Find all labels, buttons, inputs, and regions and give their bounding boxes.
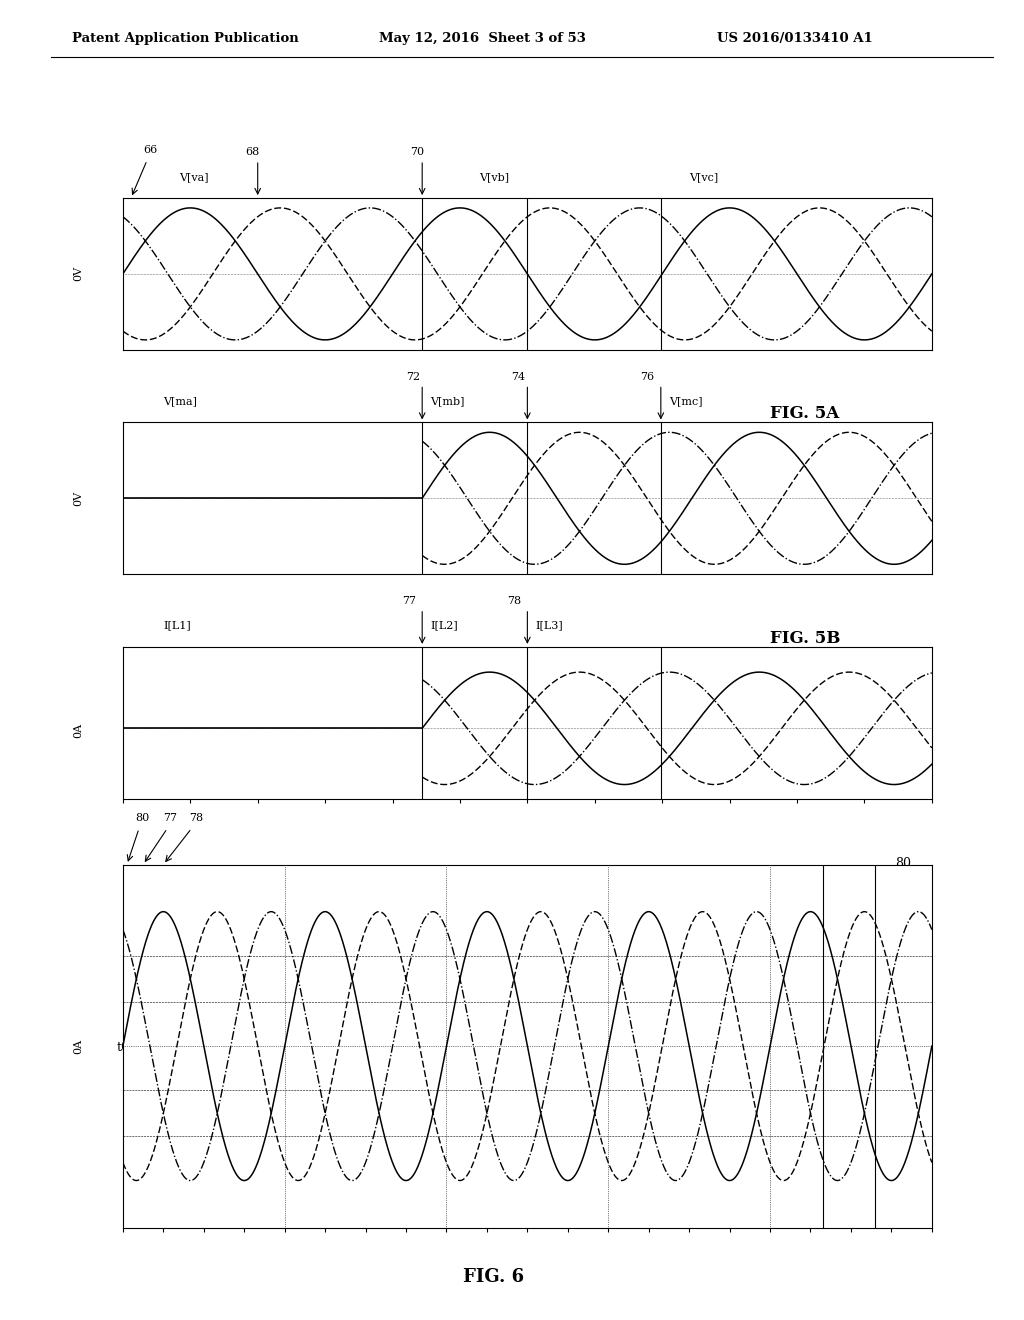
Text: 77: 77 [402,597,416,606]
Text: 74: 74 [511,372,525,381]
Text: V[vc]: V[vc] [689,172,719,182]
Text: I[L2]: I[L2] [430,620,458,631]
Text: FIG. 5C: FIG. 5C [770,869,840,886]
Text: 0A: 0A [74,723,83,738]
Text: 70: 70 [410,148,424,157]
Text: V[mc]: V[mc] [669,396,702,407]
Text: V[vb]: V[vb] [479,172,509,182]
Text: I[L3]: I[L3] [536,620,563,631]
Text: US 2016/0133410 A1: US 2016/0133410 A1 [717,32,872,45]
Text: 68: 68 [246,148,260,157]
Text: 77: 77 [164,813,177,824]
Text: FIG. 5B: FIG. 5B [770,630,841,647]
Text: V[va]: V[va] [179,172,209,182]
Text: t1: t1 [416,1041,429,1055]
Text: 80: 80 [135,813,150,824]
Text: 78: 78 [507,597,521,606]
Text: 0V: 0V [74,491,83,506]
Text: 80: 80 [895,857,911,870]
Text: FIG. 6: FIG. 6 [463,1269,523,1286]
Text: t3: t3 [654,1041,668,1055]
Text: May 12, 2016  Sheet 3 of 53: May 12, 2016 Sheet 3 of 53 [379,32,586,45]
Text: 66: 66 [143,145,158,156]
Text: Patent Application Publication: Patent Application Publication [72,32,298,45]
Text: t0: t0 [117,1041,129,1055]
Text: 72: 72 [406,372,420,381]
Text: 76: 76 [641,372,654,381]
Text: V[ma]: V[ma] [164,396,198,407]
Text: FIG. 5A: FIG. 5A [770,405,840,422]
Text: V[mb]: V[mb] [430,396,465,407]
Text: 78: 78 [189,813,204,824]
Text: 0A: 0A [74,1039,83,1053]
Text: I[L1]: I[L1] [164,620,191,631]
Text: 0V: 0V [74,267,83,281]
Text: t2: t2 [521,1041,534,1055]
